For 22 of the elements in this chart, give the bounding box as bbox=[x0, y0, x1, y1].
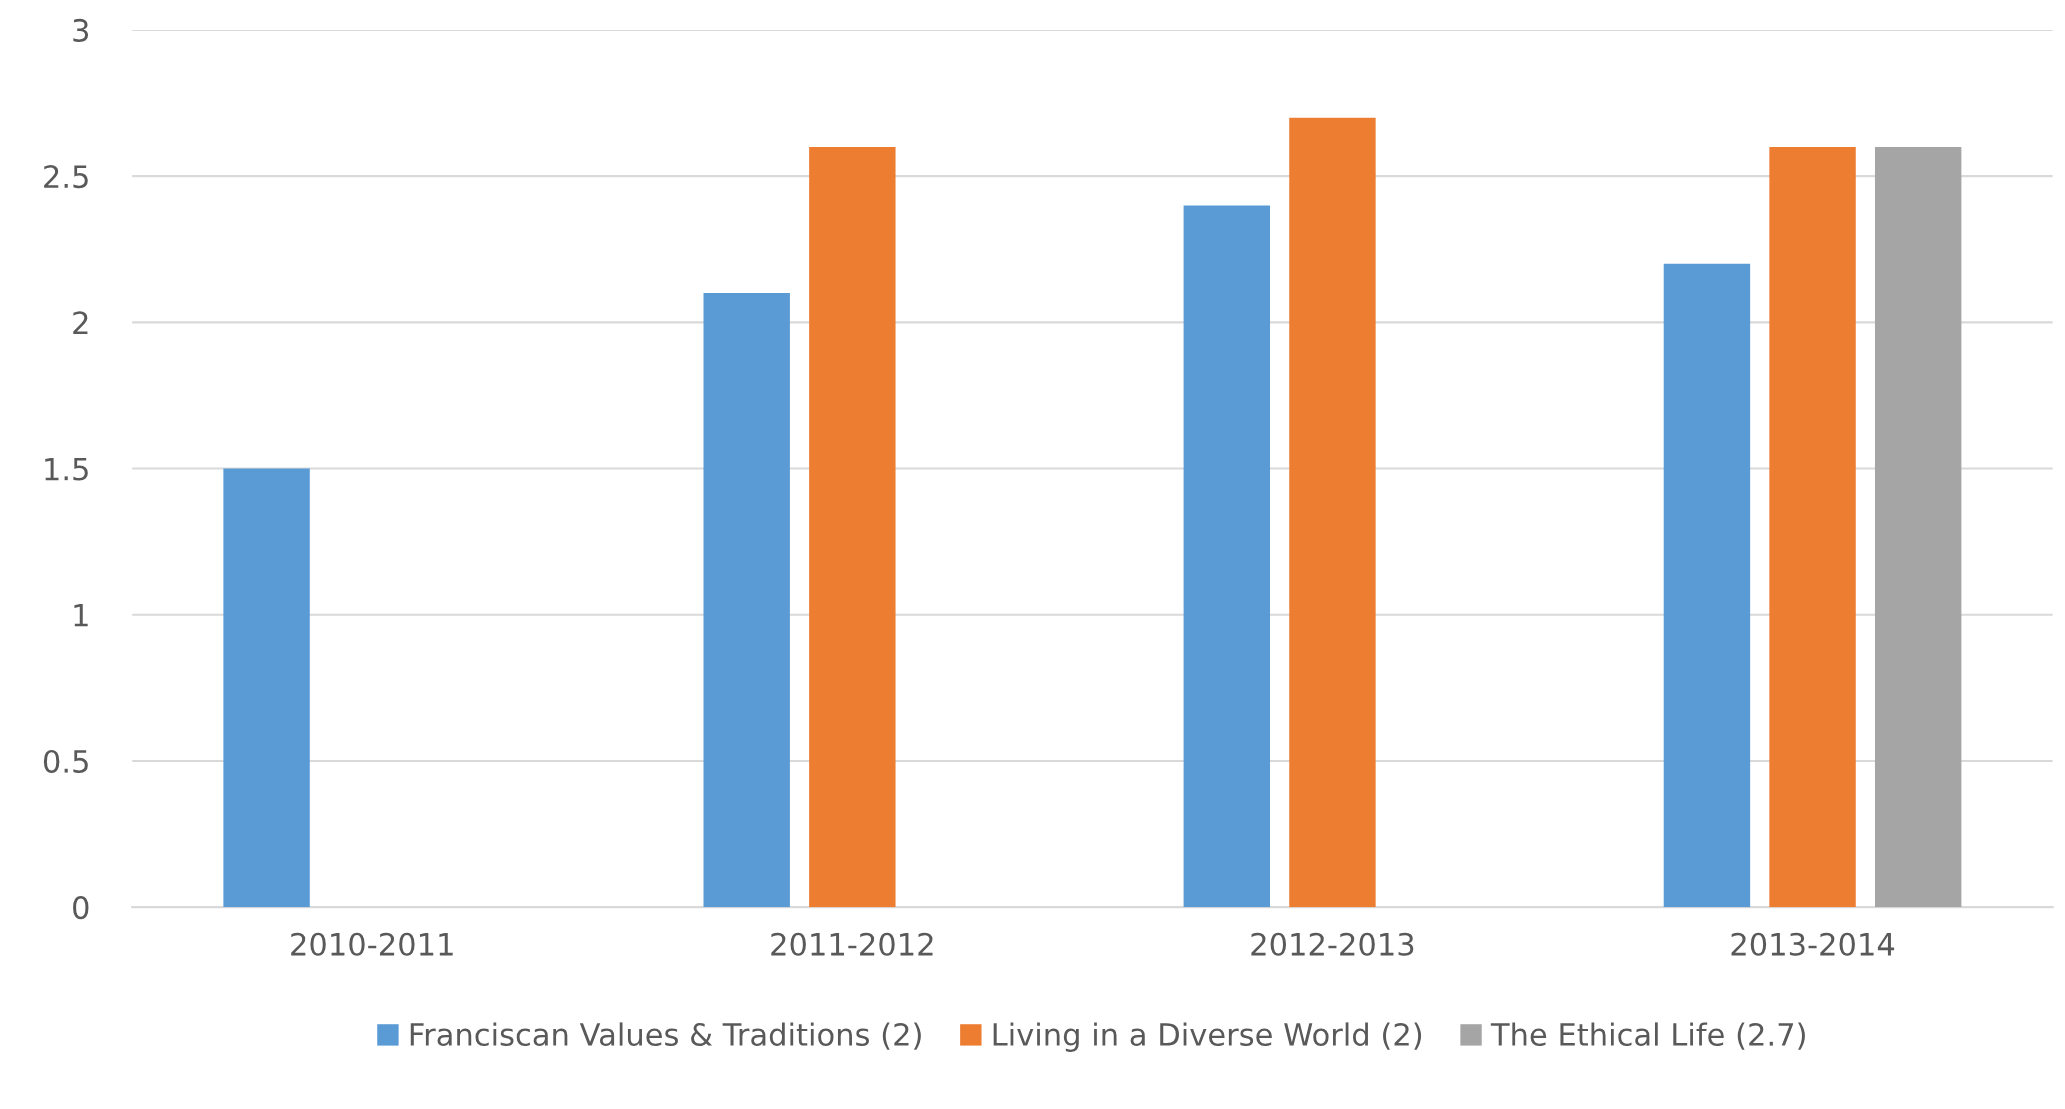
bar bbox=[1183, 205, 1271, 908]
bar bbox=[1663, 263, 1751, 908]
x-tick-label: 2010-2011 bbox=[291, 932, 453, 956]
bar bbox=[1874, 146, 1962, 908]
y-tick-label: 2 bbox=[73, 311, 88, 334]
x-tick-label: 2012-2013 bbox=[1251, 932, 1414, 956]
bar bbox=[703, 293, 790, 908]
bar bbox=[809, 146, 896, 908]
y-tick-label: 3 bbox=[73, 18, 89, 42]
legend-label: Franciscan Values & Traditions (2) bbox=[410, 1022, 921, 1050]
y-tick-label: 0.5 bbox=[43, 749, 88, 773]
bar bbox=[1769, 146, 1856, 908]
y-tick-label: 1.5 bbox=[45, 457, 88, 481]
y-tick-label: 1 bbox=[74, 604, 88, 627]
bar bbox=[223, 468, 310, 908]
legend-label: The Ethical Life (2.7) bbox=[1490, 1022, 1805, 1050]
legend-label: Living in a Diverse World (2) bbox=[993, 1022, 1422, 1052]
y-tick-label: 2.5 bbox=[44, 165, 88, 189]
bar bbox=[1289, 117, 1376, 908]
y-tick-label: 0 bbox=[73, 896, 89, 920]
x-tick-label: 2011-2012 bbox=[771, 932, 933, 956]
x-tick-label: 2013-2014 bbox=[1731, 932, 1895, 956]
